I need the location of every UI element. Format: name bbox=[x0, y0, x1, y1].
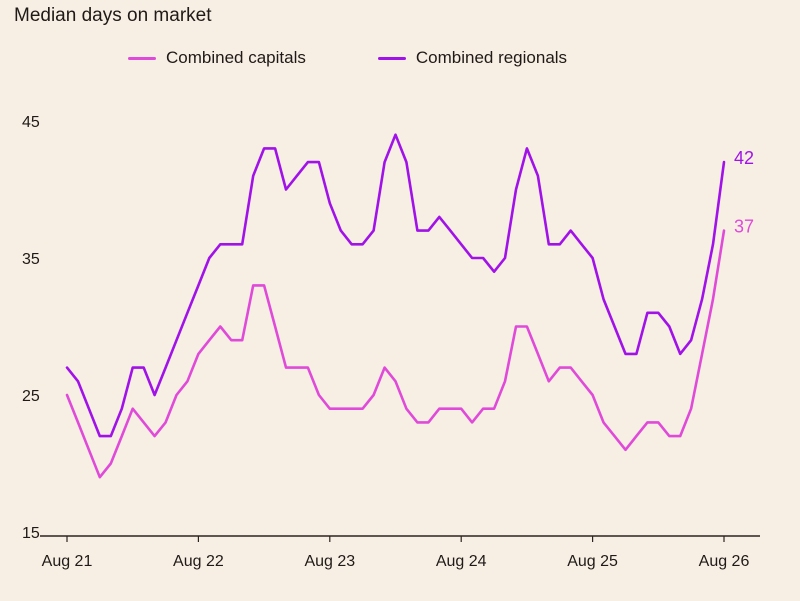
legend-item-regionals: Combined regionals bbox=[377, 48, 568, 68]
chart-title: Median days on market bbox=[14, 5, 212, 26]
y-tick-label: 25 bbox=[22, 388, 40, 405]
x-tick-label: Aug 26 bbox=[699, 553, 750, 570]
y-tick-label: 45 bbox=[22, 114, 40, 131]
x-tick-label: Aug 23 bbox=[304, 553, 355, 570]
legend-swatch-capitals bbox=[128, 56, 156, 60]
end-label-regionals: 42 bbox=[734, 148, 754, 168]
x-tick-label: Aug 25 bbox=[567, 553, 618, 570]
series-line-capitals bbox=[65, 229, 726, 479]
end-label-capitals: 37 bbox=[734, 217, 754, 237]
legend-swatch-regionals bbox=[377, 56, 406, 60]
series-line-regionals bbox=[65, 133, 726, 438]
axes: 15 25 35 45 Aug 21 Aug 22 Aug 23 Aug 24 Aug 25 Au… bbox=[22, 114, 760, 570]
series-group bbox=[65, 133, 726, 479]
end-labels: 37 42 bbox=[734, 148, 754, 237]
x-tick-label: Aug 24 bbox=[436, 553, 487, 570]
x-tick-label: Aug 21 bbox=[42, 553, 93, 570]
legend-label-regionals: Combined regionals bbox=[415, 48, 568, 67]
legend-label-capitals: Combined capitals bbox=[166, 48, 306, 67]
y-tick-label: 35 bbox=[22, 251, 40, 268]
y-tick-label: 15 bbox=[22, 525, 40, 542]
x-tick-label: Aug 22 bbox=[173, 553, 224, 570]
legend-item-capitals: Combined capitals bbox=[128, 48, 306, 68]
chart-legend: Combined capitals Combined regionals bbox=[128, 48, 567, 68]
